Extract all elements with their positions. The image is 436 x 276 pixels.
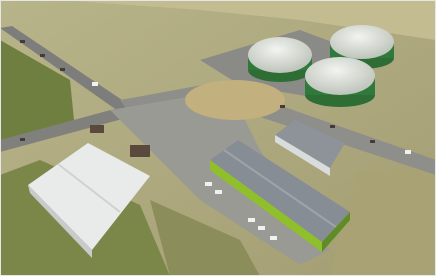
digester-roof <box>330 25 394 59</box>
digester-1 <box>248 37 312 82</box>
digester-roof <box>248 37 312 73</box>
vehicle <box>258 226 265 230</box>
vehicle <box>248 218 255 222</box>
page <box>0 0 436 276</box>
digester-3 <box>305 57 375 107</box>
vehicle <box>405 150 411 154</box>
vehicle <box>20 138 25 141</box>
vehicle <box>270 236 277 240</box>
vehicle <box>280 105 285 108</box>
vehicle <box>330 125 335 128</box>
vehicle <box>92 82 98 86</box>
vehicle <box>370 140 375 143</box>
vehicle <box>215 190 222 194</box>
vehicle <box>20 40 25 43</box>
vehicle <box>40 54 45 57</box>
vehicle <box>60 68 65 71</box>
machinery-pile <box>130 145 150 157</box>
digester-roof <box>305 57 375 95</box>
circular-field <box>185 80 285 120</box>
aerial-photo <box>0 0 436 276</box>
machinery-pile <box>90 125 104 133</box>
vehicle <box>205 182 212 186</box>
